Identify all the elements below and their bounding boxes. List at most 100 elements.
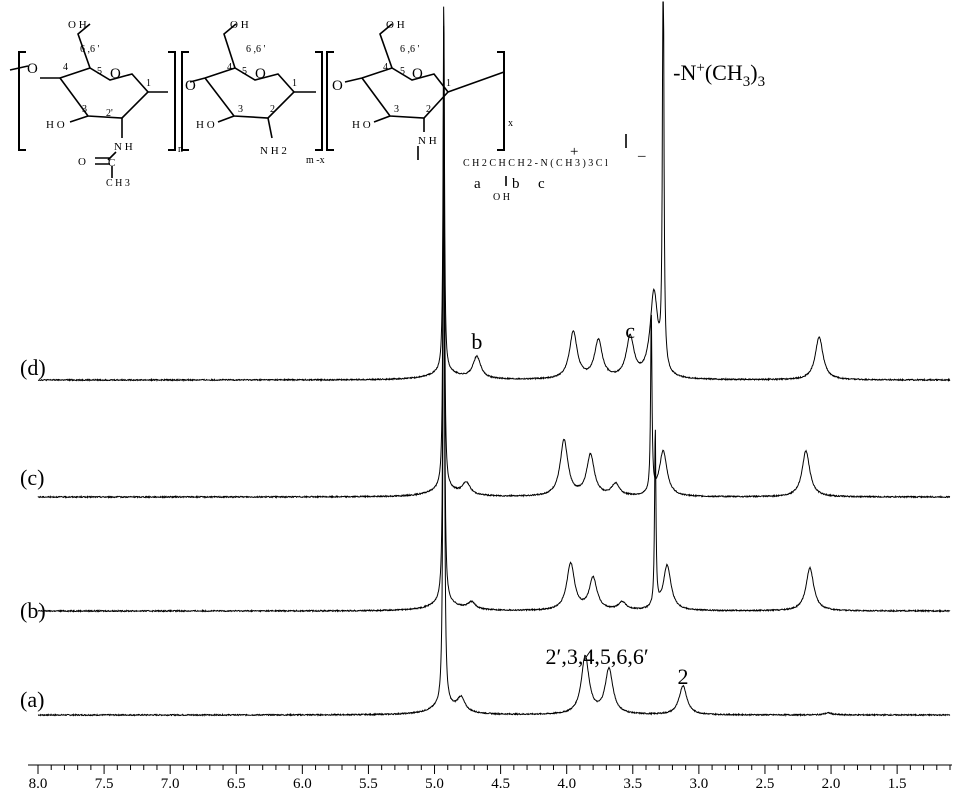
x-tick-label: 6.5	[227, 776, 246, 792]
bracket-right-3	[497, 51, 505, 151]
ring-2	[204, 67, 296, 119]
x-tick-label: 7.5	[95, 776, 114, 792]
bracket-left-1	[18, 51, 26, 151]
trace-label-d: (d)	[20, 355, 46, 380]
x-tick-label: 5.5	[359, 776, 378, 792]
u3-o-link: O	[332, 78, 343, 94]
u1-c1: 1	[146, 78, 151, 89]
u3-c3: 3	[394, 104, 399, 115]
bond-nh-3	[417, 118, 425, 160]
u1-ho: H O	[46, 119, 65, 131]
u3-o-ring: O	[412, 66, 423, 82]
peak-annotations: 2′,3,4,5,6,6′ 2 b c -N+(CH3)3	[471, 60, 765, 689]
side-chain-formula: C H 2 C H C H 2 - N ( C H 3 ) 3 C l	[463, 158, 608, 169]
spectrum-trace-b	[37, 57, 951, 613]
x-tick-label: 4.5	[491, 776, 510, 792]
u2-ho: H O	[196, 119, 215, 131]
bond-c1-link-3	[447, 71, 505, 93]
u1-c3: 3	[82, 104, 87, 115]
u2-nh2: N H 2	[260, 145, 287, 157]
x-tick-label: 6.0	[293, 776, 312, 792]
u3-ho: H O	[352, 119, 371, 131]
u2-c5: 5	[242, 66, 247, 77]
u2-c3: 3	[238, 104, 243, 115]
u3-c1: 1	[446, 78, 451, 89]
u1-o-ring: O	[110, 66, 121, 82]
amide-1	[95, 151, 117, 178]
u3-c5: 5	[400, 66, 405, 77]
spectra-plot: 8.0 7.5 7.0 6.5 6.0 5.5 5.0 4.5 4.0 3.5 3.0 2.5 2.0 1…	[20, 1, 952, 792]
u3-c66: 6 ,6 '	[400, 44, 420, 55]
sub-n: n	[178, 144, 183, 155]
side-chain-plus: +	[570, 144, 578, 160]
x-tick-label: 5.0	[425, 776, 444, 792]
trace-label-b: (b)	[20, 598, 46, 623]
u3-c2: 2	[426, 104, 431, 115]
x-tick-label: 8.0	[29, 776, 48, 792]
bracket-right-1	[168, 51, 176, 151]
bond-o-left-2	[189, 77, 206, 83]
ch2oh-3	[379, 23, 393, 69]
u2-oh: O H	[230, 19, 249, 31]
bond-nh2-2	[267, 117, 273, 139]
x-tick-label: 3.0	[689, 776, 708, 792]
u2-c2: 2	[270, 104, 275, 115]
bracket-left-2	[181, 51, 189, 151]
bond-ho-1	[69, 115, 89, 123]
x-tick-label: 3.5	[623, 776, 642, 792]
side-chain-b: b	[512, 176, 520, 192]
side-chain-minus: –	[637, 148, 646, 164]
u1-o-link: O	[27, 61, 38, 77]
spectrum-trace-d	[37, 1, 951, 382]
peak-annotation: c	[625, 318, 635, 343]
bracket-right-2	[315, 51, 323, 151]
peak-annotation: b	[471, 329, 482, 354]
sub-mx: m -x	[306, 155, 325, 166]
u2-c66: 6 ,6 '	[246, 44, 266, 55]
bond-o-left-1	[9, 65, 60, 79]
sub-x: x	[508, 118, 513, 129]
peak-annotation: 2′,3,4,5,6,6′	[546, 644, 649, 669]
x-tick-label: 1.5	[888, 776, 907, 792]
chitosan-structure	[9, 23, 627, 186]
u1-oh: O H	[68, 19, 87, 31]
x-tick-label: 2.5	[756, 776, 775, 792]
u1-c2p: 2'	[106, 108, 113, 119]
bond-ho-2	[217, 115, 235, 123]
ring-1	[59, 67, 150, 119]
x-axis: 8.0 7.5 7.0 6.5 6.0 5.5 5.0 4.5 4.0 3.5 3.0 2.5 2.0 1…	[28, 764, 952, 792]
spectrum-trace-c	[37, 26, 951, 499]
u2-c4: 4	[227, 62, 232, 73]
u3-c4: 4	[383, 62, 388, 73]
ch2oh-2	[223, 23, 237, 69]
spectrum-trace-a	[37, 87, 951, 717]
side-chain-a: a	[474, 176, 481, 192]
ch2oh-1	[77, 23, 91, 69]
side-chain-oh: O H	[493, 192, 510, 203]
u1-c5: 5	[97, 66, 102, 77]
bracket-left-3	[326, 51, 334, 151]
u1-c-carbonyl: C	[108, 157, 115, 169]
trace-label-a: (a)	[20, 687, 44, 712]
u1-c66: 6 ,6 '	[80, 44, 100, 55]
spectrum-traces	[37, 1, 951, 717]
u2-o-link: O	[185, 78, 196, 94]
ring-3	[361, 67, 450, 119]
bond-ho-3	[373, 115, 391, 123]
trace-labels: (a) (b) (c) (d)	[20, 355, 46, 712]
x-tick-label: 4.0	[557, 776, 576, 792]
trace-label-c: (c)	[20, 465, 44, 490]
u1-nh: N H	[114, 141, 133, 153]
bond-o-left-3	[344, 77, 363, 83]
u3-nh: N H	[418, 135, 437, 147]
x-tick-label: 7.0	[161, 776, 180, 792]
peak-annotation: -N+(CH3)3	[673, 60, 765, 90]
u2-o-ring: O	[255, 66, 266, 82]
u1-ch3: C H 3	[106, 178, 130, 189]
u1-o-carbonyl: O	[78, 156, 86, 168]
x-tick-label: 2.0	[822, 776, 841, 792]
structure-labels: O H 6 ,6 ' 4 5 O 1 O H O 3 2' N H O C C …	[27, 19, 646, 203]
u2-c1: 1	[292, 78, 297, 89]
side-chain-c: c	[538, 176, 545, 192]
